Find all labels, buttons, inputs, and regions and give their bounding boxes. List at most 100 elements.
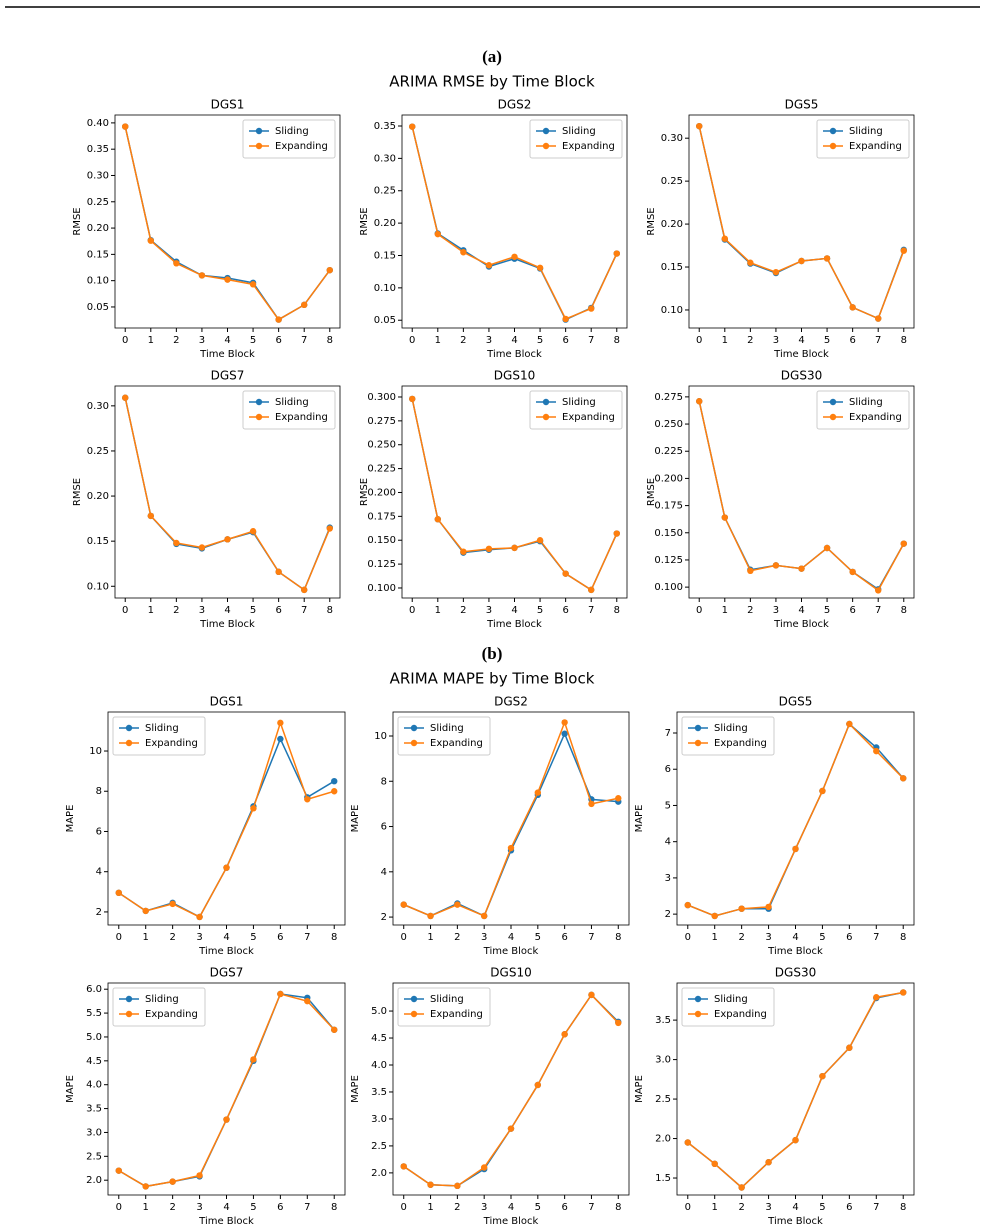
x-tick-label: 0 bbox=[409, 335, 415, 346]
x-tick-label: 3 bbox=[196, 932, 202, 943]
y-tick-label: 0.30 bbox=[374, 153, 396, 164]
point bbox=[326, 525, 333, 532]
point bbox=[427, 1181, 434, 1188]
y-axis-label: MAPE bbox=[634, 1075, 645, 1103]
panel-label: (b) bbox=[482, 644, 503, 663]
y-tick-label: 3.0 bbox=[86, 1127, 102, 1138]
x-tick-label: 1 bbox=[712, 932, 718, 943]
axes-frame bbox=[401, 385, 628, 599]
point bbox=[819, 787, 826, 795]
y-tick-label: 2.5 bbox=[86, 1151, 102, 1162]
point bbox=[173, 260, 180, 267]
y-tick-label: 0.25 bbox=[374, 186, 396, 197]
legend-label: Expanding bbox=[849, 141, 902, 152]
x-tick-label: 1 bbox=[712, 1202, 718, 1213]
legend-label: Sliding bbox=[275, 397, 309, 408]
point bbox=[454, 901, 461, 908]
legend-label: Sliding bbox=[562, 126, 596, 137]
legend-box bbox=[397, 716, 491, 756]
x-tick-label: 3 bbox=[765, 1202, 771, 1213]
point bbox=[480, 912, 488, 920]
point bbox=[275, 568, 282, 576]
axes-frame bbox=[114, 114, 341, 329]
legend-marker bbox=[694, 739, 702, 747]
point bbox=[115, 1167, 122, 1174]
legend-box bbox=[112, 716, 206, 756]
legend-marker bbox=[829, 413, 837, 421]
legend-box bbox=[397, 987, 491, 1027]
chart-title: DGS1 bbox=[210, 695, 244, 709]
legend-label: Sliding bbox=[145, 994, 179, 1005]
x-tick-label: 5 bbox=[824, 605, 830, 616]
y-tick-label: 3.5 bbox=[655, 1015, 671, 1026]
series-line bbox=[698, 401, 905, 592]
point bbox=[331, 788, 338, 795]
y-tick-label: 2.0 bbox=[86, 1175, 102, 1186]
point bbox=[684, 1139, 691, 1146]
y-axis-label: RMSE bbox=[359, 478, 370, 506]
x-tick-label: 8 bbox=[331, 1202, 337, 1213]
y-tick-label: 0.100 bbox=[367, 583, 396, 594]
point bbox=[485, 262, 493, 269]
y-tick-label: 0.10 bbox=[374, 283, 396, 294]
y-tick-label: 0.175 bbox=[367, 511, 396, 522]
y-tick-label: 6 bbox=[381, 822, 387, 833]
axes-frame bbox=[107, 982, 346, 1196]
panel-title: ARIMA MAPE by Time Block bbox=[390, 670, 595, 688]
point bbox=[223, 1116, 230, 1123]
point bbox=[147, 237, 154, 244]
x-tick-label: 2 bbox=[747, 605, 753, 616]
point bbox=[900, 540, 907, 547]
x-tick-label: 4 bbox=[798, 335, 804, 346]
x-tick-label: 6 bbox=[562, 335, 568, 346]
x-tick-label: 3 bbox=[773, 605, 779, 616]
legend-label: Expanding bbox=[430, 1009, 483, 1020]
point bbox=[304, 997, 311, 1005]
legend-label: Sliding bbox=[849, 126, 883, 137]
point bbox=[823, 255, 831, 262]
legend-label: Expanding bbox=[714, 1009, 767, 1020]
y-tick-label: 0.20 bbox=[661, 219, 683, 230]
legend-box bbox=[681, 716, 775, 756]
point bbox=[511, 544, 518, 552]
y-tick-label: 0.150 bbox=[367, 535, 396, 546]
legend-label: Sliding bbox=[430, 723, 464, 734]
point bbox=[696, 122, 703, 130]
y-tick-label: 10 bbox=[89, 746, 102, 757]
y-axis-label: RMSE bbox=[359, 207, 370, 235]
y-tick-label: 0.200 bbox=[654, 473, 683, 484]
point bbox=[277, 990, 284, 998]
y-tick-label: 4.0 bbox=[371, 1060, 387, 1071]
legend-marker bbox=[125, 739, 133, 747]
x-tick-label: 4 bbox=[511, 605, 517, 616]
x-tick-label: 5 bbox=[537, 605, 543, 616]
x-tick-label: 3 bbox=[199, 605, 205, 616]
legend-label: Expanding bbox=[849, 412, 902, 423]
x-tick-label: 6 bbox=[562, 605, 568, 616]
point bbox=[454, 1182, 461, 1190]
axes-frame bbox=[688, 114, 915, 329]
point bbox=[711, 912, 718, 920]
legend-box bbox=[529, 119, 623, 159]
legend-marker bbox=[410, 1010, 418, 1018]
y-tick-label: 0.15 bbox=[374, 250, 396, 261]
point bbox=[536, 264, 544, 271]
y-tick-label: 6.0 bbox=[86, 984, 102, 995]
y-axis-label: MAPE bbox=[634, 805, 645, 833]
y-tick-label: 5.0 bbox=[371, 1006, 387, 1017]
y-tick-label: 10 bbox=[374, 731, 387, 742]
x-tick-label: 7 bbox=[304, 932, 310, 943]
legend-box bbox=[681, 987, 775, 1027]
x-tick-label: 7 bbox=[875, 605, 881, 616]
x-tick-label: 6 bbox=[561, 1202, 567, 1213]
legend-label: Expanding bbox=[562, 412, 615, 423]
chart-title: DGS30 bbox=[781, 369, 822, 383]
point bbox=[613, 530, 620, 537]
point bbox=[427, 912, 434, 920]
y-tick-label: 0.25 bbox=[661, 176, 683, 187]
legend-label: Sliding bbox=[849, 397, 883, 408]
point bbox=[738, 1184, 745, 1191]
point bbox=[721, 235, 728, 242]
x-tick-label: 4 bbox=[508, 1202, 514, 1213]
point bbox=[507, 844, 515, 852]
